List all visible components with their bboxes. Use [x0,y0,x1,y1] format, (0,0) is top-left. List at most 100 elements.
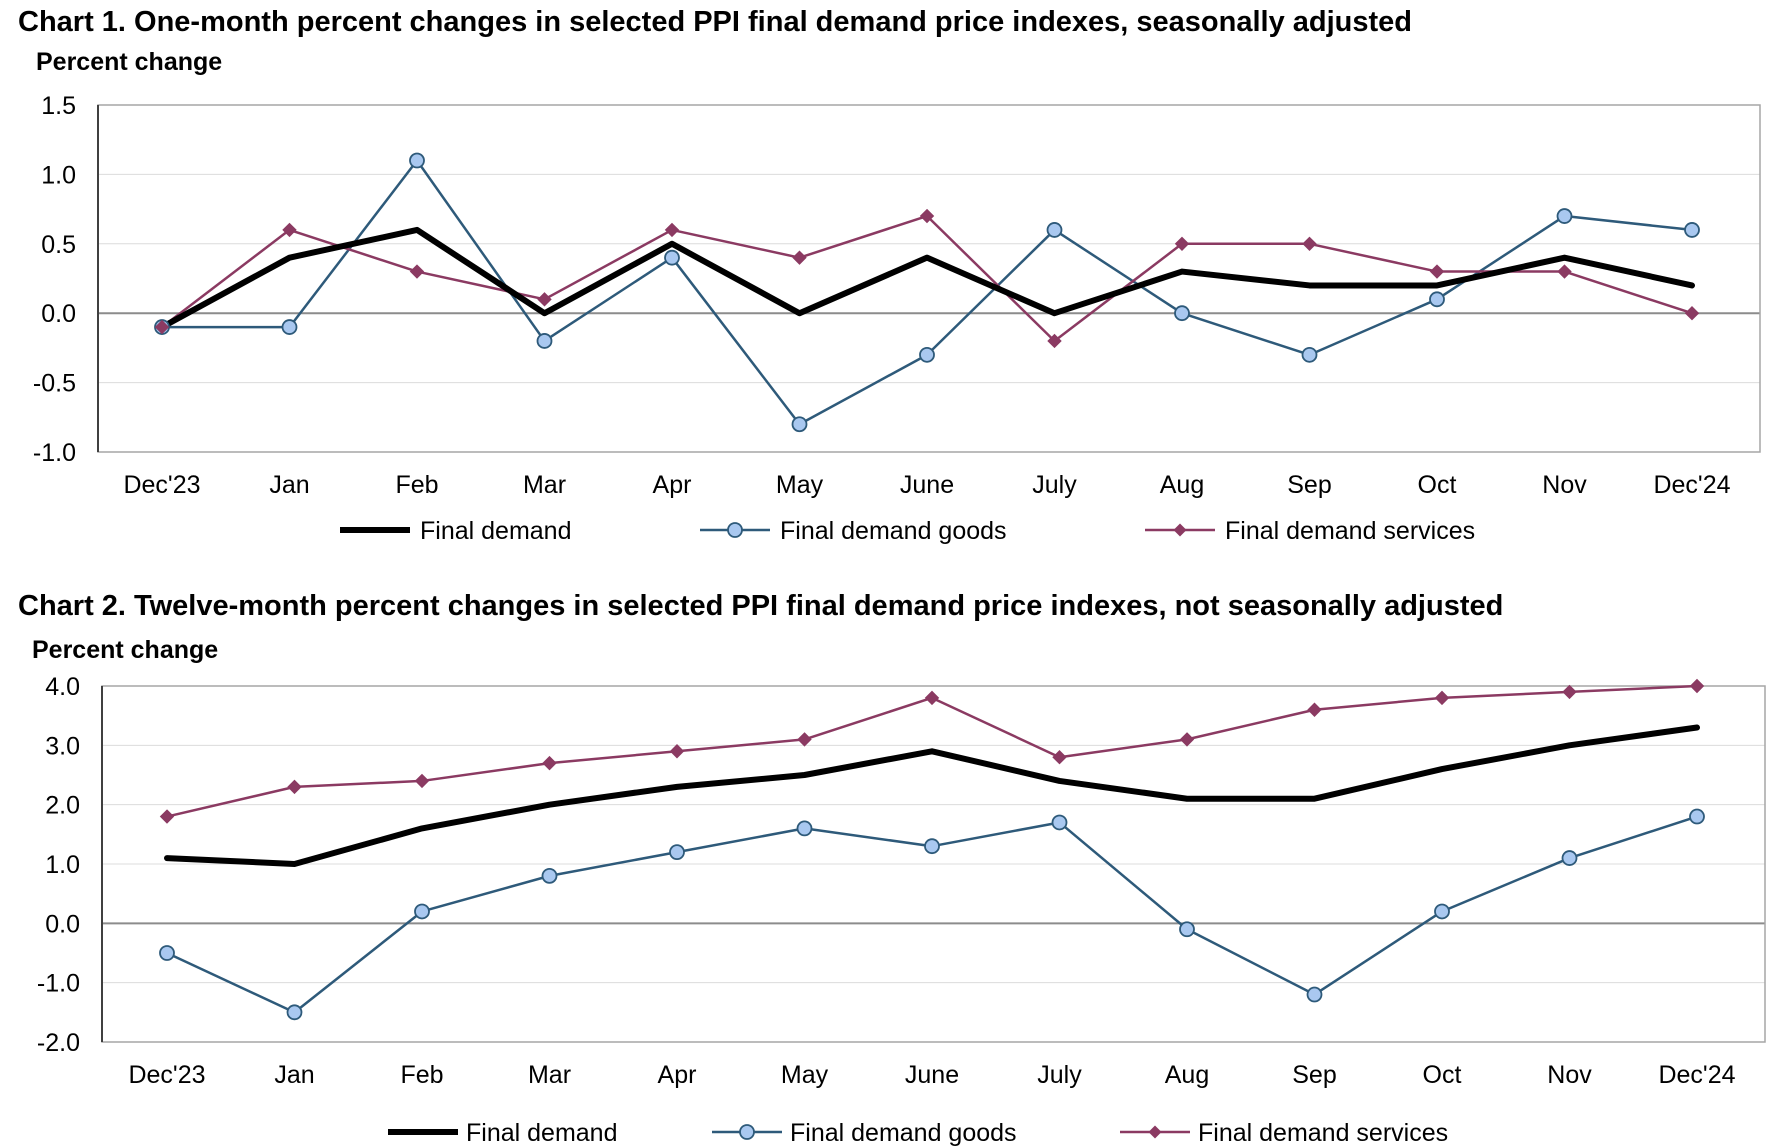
chart2-x-tick-label: Feb [400,1061,443,1089]
chart2-services-point [1052,749,1067,765]
chart1-legend-marker-services [1173,523,1187,537]
chart2-x-tick-label: Mar [528,1061,571,1089]
chart2-goods-point [796,820,813,837]
chart1-services-point [1302,236,1317,252]
chart2-services-point [1179,732,1195,747]
chart2-legend-marker-goods [739,1124,755,1140]
chart2-y-tick-label: -2.0 [37,1029,80,1057]
chart1-services-point [1174,236,1190,252]
chart1-x-tick-label: Oct [1418,471,1457,499]
chart2-x-tick-label: Dec'23 [128,1061,205,1089]
chart2-goods-point [1561,850,1578,866]
chart2-goods-point [286,1004,303,1021]
chart2-goods-point [669,844,685,861]
chart1-legend-label-2: Final demand goods [780,517,1007,545]
chart2-goods-point [1051,814,1068,831]
chart2-y-tick-label: 3.0 [45,732,80,760]
chart1-x-tick-label: Apr [653,471,692,499]
chart2-services-point [287,779,302,795]
chart2-plot: 4.0 3.0 2.0 1.0 0.0 -1.0 -2.0 Dec'23 Jan Feb Mar Ap… [37,673,1766,1146]
chart2-services-point [669,744,685,759]
chart1-y-tick-label: 1.0 [41,161,76,189]
chart2-y-tick-label: 2.0 [45,792,80,820]
chart2-legend-label-3: Final demand services [1198,1119,1448,1146]
chart2-x-tick-label: Apr [658,1061,697,1089]
chart2-y-tick-label: 0.0 [45,910,80,938]
chart2-goods-point [1179,921,1195,938]
chart1-x-tick-label: Nov [1542,471,1587,499]
chart1-goods-point [1174,305,1190,322]
chart2-x-tick-label: July [1037,1061,1082,1089]
chart2-y-tick-label: 1.0 [45,851,80,879]
chart2-services-point [1689,678,1705,694]
chart2-services-point [1562,684,1577,700]
chart1-services-point [664,222,680,238]
chart2-goods-point [1306,986,1323,1003]
chart1-x-tick-label: June [900,471,954,499]
chart1-plot-frame [97,104,1761,453]
chart1-x-tick-label: Jan [269,471,309,499]
chart1-y-tick-label: -1.0 [33,439,76,467]
chart2-goods-point [414,903,430,920]
chart2-services-point [797,732,812,747]
chart2-goods-point [1689,808,1705,825]
chart1-goods-point [791,416,808,433]
chart1-x-tick-label: Dec'24 [1653,471,1730,499]
chart1-services-point [792,250,807,265]
chart2-x-tick-label: Jan [274,1061,314,1089]
chart2-x-tick-label: Oct [1423,1061,1462,1089]
chart1-ylabel: Percent change [36,48,223,76]
chart1-legend-label-1: Final demand [420,517,571,545]
chart2-services-point [1307,702,1322,717]
chart2-goods-point [159,945,175,961]
chart2-y-tick-label: 4.0 [45,673,80,701]
chart2-services-point [542,755,557,771]
chart1-y-tick-label: 0.5 [41,231,76,259]
chart2-title: Chart 2. Twelve-month percent changes in… [18,590,1504,622]
chart2-services-point [924,690,940,706]
chart1-x-tick-label: July [1032,471,1077,499]
chart1-services-point [154,319,170,335]
chart1-goods-point [536,333,553,349]
chart1-y-tick-label: 0.0 [41,300,76,328]
chart2-legend-label-2: Final demand goods [790,1119,1017,1146]
chart2-x-tick-label: May [781,1061,829,1089]
chart1-goods-point [1301,346,1318,363]
chart1-legend-marker-goods [727,522,743,538]
chart1-x-tick-label: Dec'23 [123,471,200,499]
chart1-title: Chart 1. One-month percent changes in se… [18,6,1413,38]
chart2-x-tick-label: June [905,1061,959,1089]
chart1-services-point [409,264,425,279]
chart1-series-line-2 [160,159,1694,426]
chart1-goods-point [1046,222,1063,238]
chart2-x-tick-label: Sep [1292,1061,1336,1089]
chart1-plot: 1.5 1.0 0.5 0.0 -0.5 -1.0 Dec'23 Jan Feb Mar Apr Ma… [33,92,1761,545]
chart1-goods-point [1556,208,1573,224]
chart1-x-tick-label: Mar [523,471,566,499]
chart1-y-tick-label: 1.5 [41,92,76,120]
chart1-services-point [1047,333,1062,349]
chart1-services-point [1684,305,1700,321]
chart2-x-tick-label: Aug [1165,1061,1209,1089]
chart1-legend-label-3: Final demand services [1225,517,1475,545]
chart2-goods-point [924,838,940,855]
chart1-x-tick-label: Sep [1287,471,1331,499]
chart2-x-tick-label: Dec'24 [1658,1061,1735,1089]
chart2-legend-marker-services [1148,1125,1162,1139]
chart1-x-tick-label: May [776,471,824,499]
chart2-services-point [414,773,430,789]
chart1-y-tick-label: -0.5 [33,370,76,398]
chart1-goods-point [1429,291,1445,308]
chart1-x-tick-label: Feb [395,471,438,499]
chart2-y-tick-label: -1.0 [37,970,80,998]
chart1-goods-point [281,319,298,335]
chart1-goods-point [409,152,425,169]
chart1-goods-point [919,346,935,363]
chart1-series-line-1 [159,226,1695,331]
chart1-services-point [282,222,297,238]
chart1-services-point [537,292,552,307]
chart2-ylabel: Percent change [32,636,219,664]
chart2-services-point [159,809,175,824]
chart2-x-tick-label: Nov [1547,1061,1592,1089]
